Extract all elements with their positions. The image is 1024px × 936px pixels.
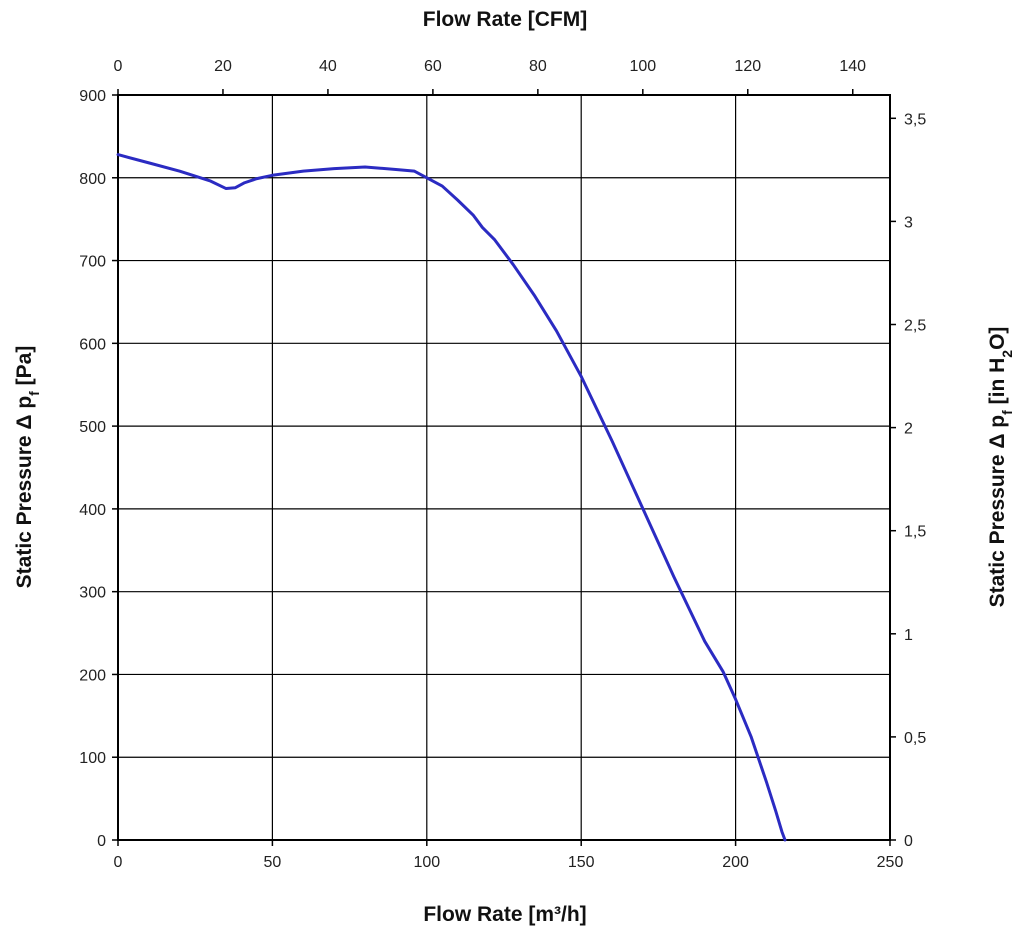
y-tick-label: 900 — [79, 88, 106, 105]
y2-tick-label: 2 — [904, 421, 913, 438]
x2-tick-label: 140 — [839, 58, 866, 75]
x2-tick-label: 120 — [734, 58, 761, 75]
y-tick-label: 700 — [79, 254, 106, 271]
y2-tick-label: 1 — [904, 627, 913, 644]
series-line-0 — [116, 153, 787, 842]
plot-frame — [117, 94, 891, 841]
y2-tick-label: 3,5 — [904, 111, 926, 128]
y-tick-label: 200 — [79, 667, 106, 684]
x2-tick-label: 80 — [529, 58, 547, 75]
x-tick-label: 150 — [568, 854, 595, 871]
data-series — [116, 153, 787, 842]
x2-tick-label: 100 — [629, 58, 656, 75]
y-tick-label: 800 — [79, 171, 106, 188]
y-tick-label: 300 — [79, 585, 106, 602]
y2-tick-label: 0,5 — [904, 730, 926, 747]
x2-tick-label: 60 — [424, 58, 442, 75]
y-tick-label: 500 — [79, 419, 106, 436]
grid-lines — [117, 94, 891, 841]
x2-tick-label: 20 — [214, 58, 232, 75]
y2-tick-label: 2,5 — [904, 318, 926, 335]
y2-tick-label: 3 — [904, 214, 913, 231]
y-tick-label: 100 — [79, 750, 106, 767]
y2-axis-title: Static Pressure Δ pf [in H2O] — [986, 327, 1015, 608]
x2-axis-title: Flow Rate [CFM] — [423, 8, 587, 31]
axis-ticks: 0 50 100 150 200 2500100200300400500600700800… — [79, 58, 926, 871]
y-tick-label: 0 — [97, 833, 106, 850]
x-tick-label: 0 — [114, 854, 123, 871]
x-tick-label: 50 — [264, 854, 282, 871]
y2-tick-label: 1,5 — [904, 524, 926, 541]
x2-tick-label: 40 — [319, 58, 337, 75]
x-axis-title: Flow Rate [m³/h] — [423, 903, 586, 926]
x-tick-label: 100 — [413, 854, 440, 871]
y-tick-label: 400 — [79, 502, 106, 519]
y-tick-label: 600 — [79, 336, 106, 353]
x2-tick-label: 0 — [114, 58, 123, 75]
x-tick-label: 200 — [722, 854, 749, 871]
y-axis-title: Static Pressure Δ pf [Pa] — [13, 346, 42, 589]
x-tick-label: 250 — [877, 854, 904, 871]
y2-tick-label: 0 — [904, 833, 913, 850]
